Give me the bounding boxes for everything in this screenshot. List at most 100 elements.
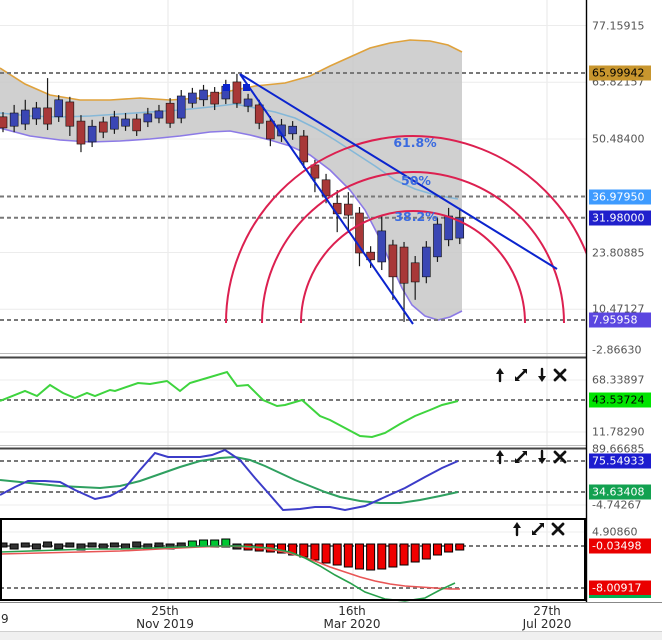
histogram-bar [0, 542, 8, 548]
histogram-bar [9, 543, 19, 550]
fibonacci-label: 38.2% [394, 209, 438, 224]
fibonacci-arc[interactable] [261, 171, 565, 324]
maximize-icon[interactable] [532, 523, 544, 535]
maximize-icon[interactable] [515, 369, 527, 381]
histogram-bar [109, 542, 119, 548]
selected-pane-border[interactable] [0, 518, 586, 601]
candle[interactable] [210, 87, 219, 111]
candle[interactable] [422, 241, 431, 284]
histogram-bar [421, 543, 431, 560]
candle[interactable] [355, 207, 364, 267]
histogram-bar [410, 543, 420, 563]
trendline[interactable] [239, 73, 558, 270]
move-up-icon[interactable] [513, 522, 521, 537]
close-icon[interactable] [551, 522, 565, 536]
time-axis[interactable]: 9 25th Nov 2019 16th Mar 2020 27th Jul 2020 [0, 603, 662, 631]
candle[interactable] [310, 159, 320, 193]
candle[interactable] [43, 78, 52, 131]
histogram-bar [54, 543, 64, 550]
candle[interactable] [243, 93, 253, 113]
move-up-icon[interactable] [496, 368, 504, 383]
histogram-bar [332, 543, 342, 566]
candle[interactable] [9, 104, 19, 133]
maximize-icon[interactable] [515, 451, 527, 463]
candle[interactable] [388, 239, 398, 300]
histogram-bar [399, 543, 409, 566]
candle[interactable] [110, 110, 119, 134]
candle[interactable] [288, 121, 297, 140]
fibonacci-label: 50% [401, 173, 431, 188]
candle[interactable] [188, 87, 197, 108]
histogram-bar [31, 543, 41, 550]
fibonacci-label: 61.8% [393, 135, 437, 150]
histogram-bar [132, 541, 142, 548]
trendline[interactable] [239, 73, 414, 325]
candle[interactable] [176, 90, 186, 124]
candle[interactable] [455, 207, 465, 245]
candle[interactable] [154, 104, 164, 124]
candle[interactable] [410, 255, 420, 300]
candle[interactable] [98, 116, 108, 139]
histogram-bar [343, 543, 353, 568]
candle[interactable] [32, 101, 41, 125]
candle[interactable] [199, 84, 208, 107]
histogram-bar [154, 542, 164, 548]
indicator3-signal-line[interactable] [0, 545, 460, 590]
indicator1-line[interactable] [0, 370, 459, 439]
candle[interactable] [20, 99, 30, 131]
fibonacci-arc[interactable] [225, 135, 600, 324]
time-label-mar-2020: 16th Mar 2020 [323, 604, 381, 631]
candle[interactable] [0, 112, 8, 133]
bollinger-upper-line[interactable] [0, 39, 463, 101]
candle[interactable] [54, 95, 64, 122]
histogram-bar [455, 543, 465, 551]
histogram-bar [65, 542, 75, 548]
close-icon[interactable] [553, 368, 567, 382]
histogram-bar [299, 543, 309, 558]
histogram-bar [444, 543, 454, 553]
candle[interactable] [232, 73, 242, 108]
trendline-handle[interactable] [223, 84, 230, 91]
histogram-bar [87, 542, 97, 548]
move-up-icon[interactable] [496, 450, 504, 465]
candle[interactable] [87, 119, 97, 148]
histogram-bar [310, 543, 320, 561]
candle[interactable] [399, 241, 409, 322]
time-label-nov-2019: 25th Nov 2019 [136, 604, 194, 631]
histogram-bar [277, 543, 286, 554]
candle[interactable] [266, 115, 275, 147]
histogram-bar [366, 543, 376, 571]
candle[interactable] [277, 118, 286, 142]
candle[interactable] [76, 115, 86, 153]
candle[interactable] [344, 192, 353, 234]
histogram-bar [377, 543, 387, 570]
histogram-bar [288, 543, 298, 556]
fibonacci-arc[interactable] [300, 210, 526, 324]
candle[interactable] [377, 215, 387, 271]
move-down-icon[interactable] [538, 367, 546, 382]
candle[interactable] [121, 113, 130, 131]
price-axis-gutter[interactable] [587, 0, 662, 602]
time-label-jul-2020: 27th Jul 2020 [522, 604, 572, 631]
trendline-handle[interactable] [243, 84, 250, 91]
candle[interactable] [165, 98, 175, 128]
main-pane: 38.2% 50% 61.8% [0, 39, 600, 325]
time-label-partial: 9 [1, 612, 9, 626]
candle[interactable] [132, 113, 141, 136]
candle[interactable] [299, 130, 309, 168]
candle[interactable] [65, 96, 75, 136]
histogram-bar [43, 541, 53, 548]
indicator2-green-line[interactable] [0, 455, 459, 504]
histogram-bar [221, 538, 231, 548]
close-icon[interactable] [553, 450, 567, 464]
histogram-bar [321, 543, 331, 564]
candle[interactable] [254, 99, 264, 130]
indicator2-blue-line[interactable] [0, 448, 459, 512]
candle[interactable] [433, 218, 442, 262]
histogram-bar [388, 543, 398, 568]
move-down-icon[interactable] [538, 449, 546, 464]
histogram-bar [20, 542, 30, 548]
histogram-bar [354, 543, 364, 570]
candle[interactable] [143, 107, 153, 128]
